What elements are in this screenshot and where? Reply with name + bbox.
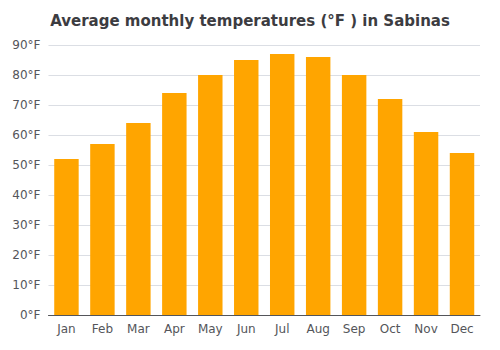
svg-text:60°F: 60°F: [12, 128, 40, 142]
svg-text:Apr: Apr: [164, 322, 185, 336]
svg-text:20°F: 20°F: [12, 248, 40, 262]
svg-text:70°F: 70°F: [12, 98, 40, 112]
svg-text:80°F: 80°F: [12, 68, 40, 82]
svg-text:May: May: [198, 322, 223, 336]
svg-text:90°F: 90°F: [12, 38, 40, 52]
svg-text:Jun: Jun: [236, 322, 256, 336]
svg-text:Feb: Feb: [92, 322, 113, 336]
svg-text:Jan: Jan: [56, 322, 76, 336]
svg-text:30°F: 30°F: [12, 218, 40, 232]
svg-text:Mar: Mar: [127, 322, 150, 336]
svg-text:Dec: Dec: [450, 322, 473, 336]
svg-text:40°F: 40°F: [12, 188, 40, 202]
svg-text:Oct: Oct: [380, 322, 401, 336]
svg-text:Average monthly temperatures (: Average monthly temperatures (°F ) in Sa…: [50, 12, 450, 30]
svg-text:0°F: 0°F: [20, 308, 41, 322]
svg-text:Sep: Sep: [343, 322, 366, 336]
svg-text:Aug: Aug: [306, 322, 329, 336]
svg-text:50°F: 50°F: [12, 158, 40, 172]
svg-text:Nov: Nov: [414, 322, 437, 336]
svg-text:10°F: 10°F: [12, 278, 40, 292]
svg-text:Jul: Jul: [274, 322, 289, 336]
